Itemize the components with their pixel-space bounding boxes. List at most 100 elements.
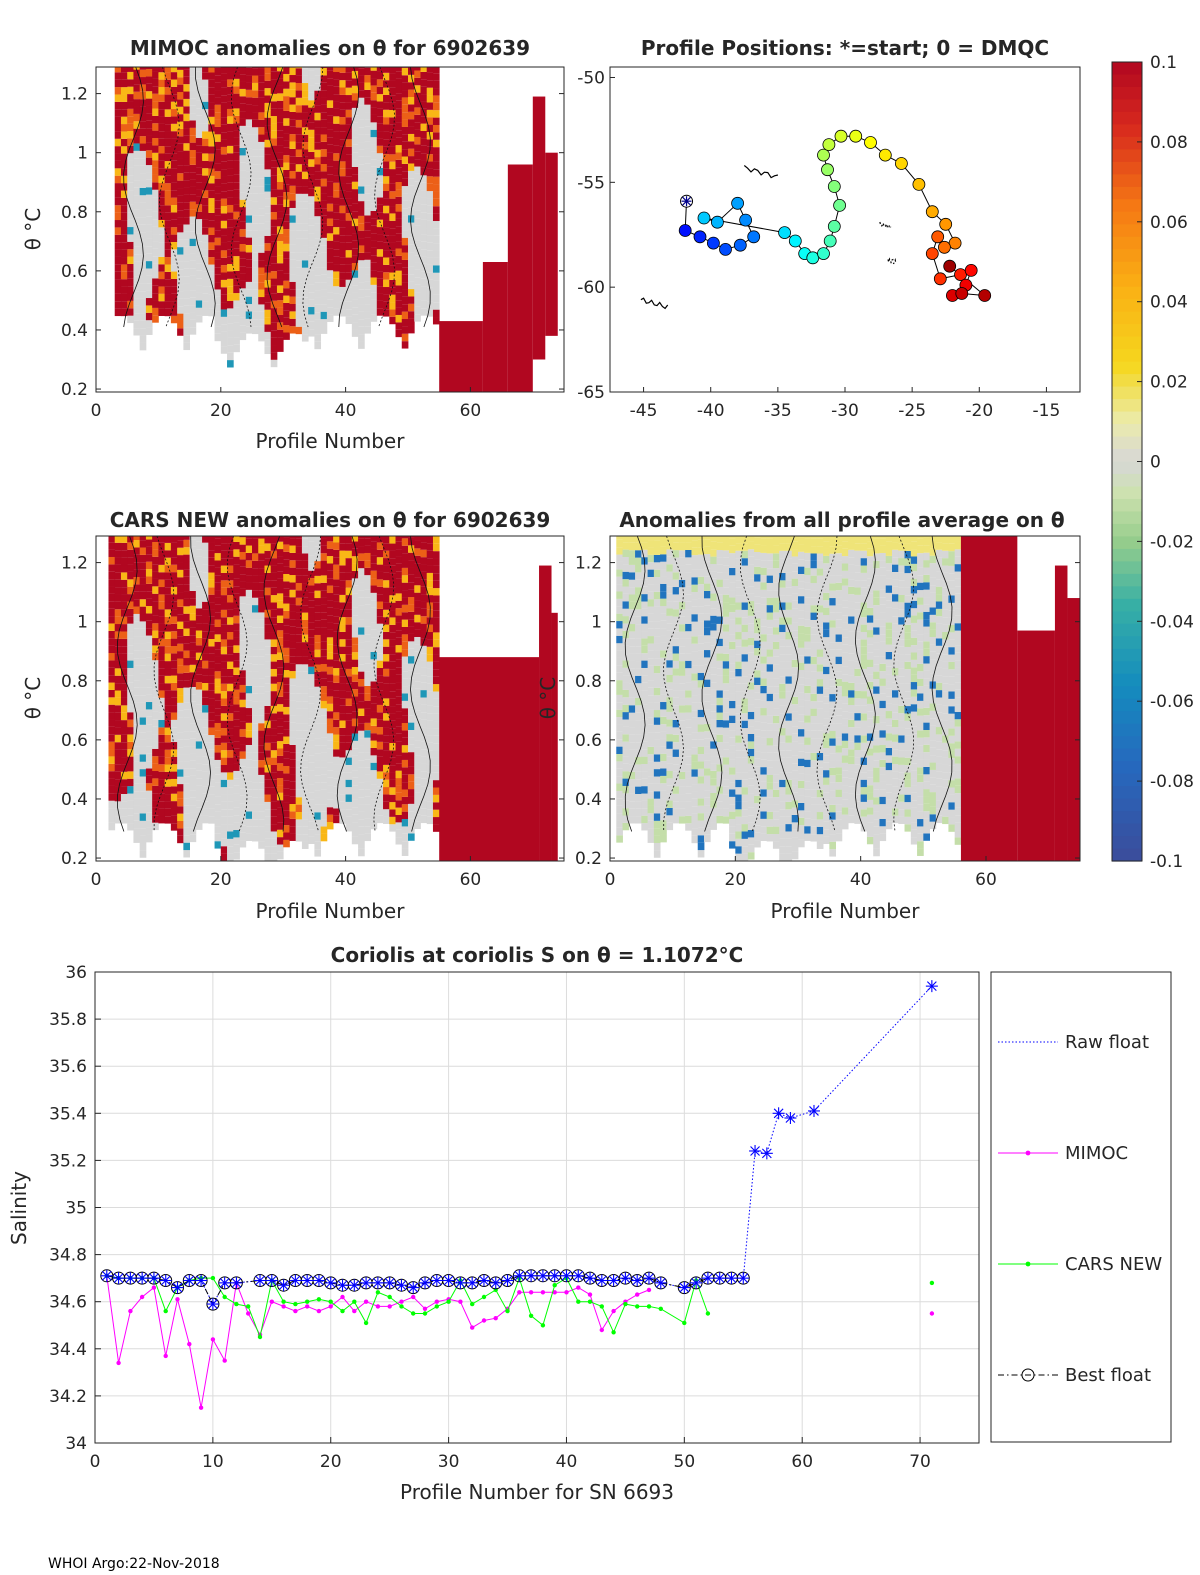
heat-cell	[127, 542, 134, 550]
heat-cell	[170, 86, 178, 95]
heat-cell	[401, 678, 409, 687]
heat-cell	[678, 565, 686, 573]
heat-cell	[208, 264, 215, 272]
heat-cell	[220, 73, 228, 81]
heat-cell	[108, 638, 116, 646]
heat-cell	[314, 575, 322, 584]
heat-cell	[308, 762, 315, 771]
heat-cell	[202, 212, 209, 220]
heat-cell	[295, 149, 303, 157]
mimoc-cells	[114, 67, 558, 392]
heat-cell	[227, 617, 234, 625]
heat-cell	[114, 301, 122, 309]
heat-cell	[195, 571, 203, 579]
heat-cell	[622, 697, 630, 705]
heat-cell	[345, 87, 353, 96]
heat-cell	[239, 566, 247, 575]
heat-cell	[289, 185, 297, 194]
heat-cell	[239, 832, 247, 841]
colorbar-tick-label: 0.02	[1150, 373, 1188, 393]
heat-cell	[320, 267, 328, 275]
heat-cell	[376, 564, 384, 572]
colorbar-cell	[1112, 449, 1142, 463]
heat-cell	[301, 671, 309, 680]
heat-cell	[195, 623, 203, 631]
heat-cell	[177, 569, 184, 578]
heat-cell	[426, 742, 434, 751]
heat-cell	[345, 301, 353, 310]
heat-cell	[426, 235, 434, 243]
heat-cell	[276, 829, 284, 838]
heat-cell	[308, 240, 315, 248]
heat-cell	[139, 732, 147, 740]
heat-cell	[252, 149, 259, 157]
heat-cell	[376, 697, 384, 705]
heat-cell	[202, 175, 209, 183]
heat-cell	[376, 160, 384, 168]
heat-cell	[233, 852, 240, 860]
heat-cell	[339, 757, 346, 765]
heat-cell	[672, 683, 680, 691]
heat-cell	[220, 198, 228, 207]
heat-cell	[376, 278, 384, 287]
heat-cell	[351, 807, 359, 815]
heat-cell	[704, 605, 711, 614]
heat-cell	[220, 735, 228, 743]
heat-cell	[616, 798, 623, 806]
heat-cell	[145, 283, 153, 291]
heat-cell	[647, 724, 655, 733]
heat-cell	[195, 748, 203, 757]
heat-cell	[685, 653, 692, 661]
heat-cell	[289, 193, 297, 201]
heat-cell	[672, 749, 680, 757]
heat-cell	[426, 632, 434, 640]
heat-cell	[183, 842, 190, 851]
heat-cell	[333, 579, 340, 587]
heat-cell	[301, 553, 309, 561]
heat-cell	[414, 255, 421, 263]
heat-cell	[252, 546, 259, 554]
heat-cell	[383, 565, 390, 573]
heat-cell	[691, 724, 699, 733]
heat-cell	[710, 748, 717, 757]
heat-cell	[414, 70, 421, 78]
heat-cell	[177, 320, 184, 329]
heat-cell	[152, 748, 159, 757]
heat-cell	[258, 627, 265, 635]
heat-cell	[370, 314, 378, 322]
heat-cell	[252, 723, 259, 731]
heat-cell	[308, 541, 315, 549]
heat-cell	[170, 815, 178, 824]
heat-cell	[301, 193, 309, 202]
heat-cell	[252, 208, 259, 216]
heat-cell	[653, 606, 661, 615]
heat-cell	[401, 804, 409, 812]
heat-cell	[202, 308, 209, 316]
heat-cell	[233, 586, 240, 594]
heat-cell	[139, 67, 147, 70]
heat-cell	[227, 337, 234, 346]
heat-cell	[145, 761, 153, 769]
heat-cell	[358, 775, 365, 783]
heat-cell	[158, 123, 166, 132]
heat-cell	[120, 653, 128, 662]
heat-cell	[295, 275, 303, 283]
heat-cell	[152, 211, 159, 220]
heat-cell	[145, 554, 153, 562]
heat-cell	[308, 792, 315, 800]
heat-cell	[239, 155, 247, 163]
heat-cell	[158, 719, 166, 728]
heat-cell	[314, 664, 322, 672]
heat-cell	[308, 159, 315, 167]
heat-cell	[114, 212, 122, 221]
heat-cell	[127, 778, 134, 787]
heat-cell	[258, 119, 265, 128]
heat-cell	[704, 797, 711, 806]
profile-position	[739, 213, 752, 227]
heat-cell	[704, 539, 711, 547]
heat-cell	[170, 109, 178, 117]
heat-cell	[208, 735, 215, 743]
heat-cell	[220, 602, 228, 610]
heat-cell	[252, 105, 259, 113]
heat-cell	[170, 308, 178, 316]
